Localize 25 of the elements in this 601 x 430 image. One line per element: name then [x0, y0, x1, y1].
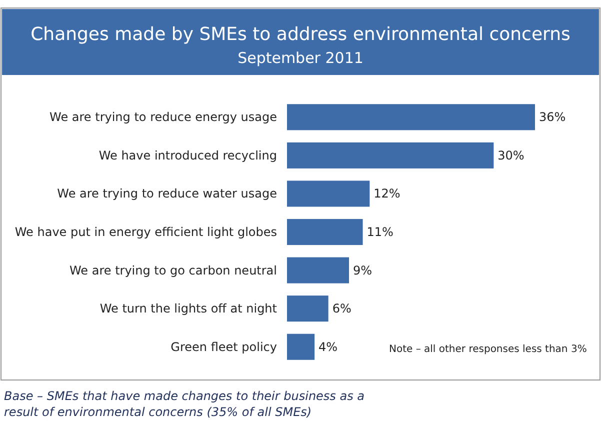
y-tick-label: We turn the lights off at night [100, 302, 278, 316]
bar [287, 142, 494, 168]
data-label: 11% [366, 225, 394, 239]
bar [287, 104, 535, 130]
bar [287, 180, 370, 207]
annotation: Note – all other responses less than 3% [389, 344, 587, 355]
chart-subtitle: September 2011 [238, 49, 364, 67]
bar [287, 296, 328, 322]
data-label: 6% [332, 302, 352, 316]
data-label: 30% [498, 148, 524, 162]
text: Base – SMEs that have made changes to their business as a result of environmental concerns (35% of all SMEs) [4, 389, 365, 419]
chart-title: Changes made by SMEs to address environmental concerns [30, 24, 570, 45]
data-label: 4% [318, 340, 338, 354]
y-tick-label: Green fleet policy [170, 340, 277, 354]
y-tick-label: We are trying to go carbon neutral [69, 263, 277, 278]
y-tick-label: We are trying to reduce energy usage [50, 110, 277, 124]
data-label: 9% [353, 263, 372, 278]
bar [287, 218, 363, 246]
y-tick-label: We have put in energy efficient light globes [14, 225, 277, 239]
y-tick-label: We have introduced recycling [98, 148, 277, 162]
bar [287, 334, 315, 360]
data-label: 36% [539, 110, 566, 124]
bar [287, 257, 349, 284]
y-tick-label: We are trying to reduce water usage [57, 186, 277, 201]
data-label: 12% [374, 186, 400, 201]
